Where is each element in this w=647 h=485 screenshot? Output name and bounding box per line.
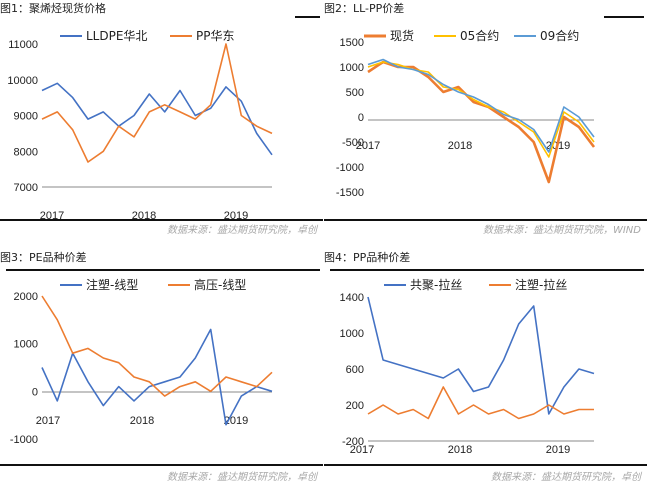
- bottom-rule-2: [324, 219, 647, 221]
- y-tick-label: 1000: [14, 339, 38, 351]
- x-tick-label: 2018: [130, 415, 154, 427]
- chart-title-3: 图3：PE品种价差: [0, 251, 87, 264]
- title-rule-1: [295, 16, 320, 18]
- series-line-2: [41, 43, 273, 163]
- x-tick-label: 2019: [546, 444, 570, 456]
- y-tick-label: -1000: [336, 162, 364, 174]
- title-rule-2: [604, 16, 644, 18]
- y-tick-label: 10000: [7, 75, 38, 87]
- y-tick-label: -200: [342, 436, 364, 448]
- series-line-3: [367, 58, 595, 153]
- x-tick-label: 2017: [350, 444, 374, 456]
- legend-label: 高压-线型: [194, 277, 246, 292]
- y-tick-label: 7000: [14, 182, 38, 194]
- y-tick-label: -1500: [336, 187, 364, 199]
- y-tick-label: -500: [342, 137, 364, 149]
- y-tick-label: 9000: [14, 111, 38, 123]
- source-note-1: 数据来源：盛达期货研究院，卓创: [167, 225, 317, 236]
- source-note-3: 数据来源：盛达期货研究院，卓创: [167, 472, 317, 483]
- y-tick-label: 2000: [14, 291, 38, 303]
- legend-label: 05合约: [460, 28, 499, 43]
- bottom-rule-3: [0, 464, 323, 466]
- series-line-1: [367, 296, 595, 415]
- y-tick-label: 11000: [8, 39, 38, 51]
- y-tick-label: 0: [32, 386, 38, 398]
- chart-4-svg: -200 200 600 1000 1400 2017 2018 2019 共聚-拉丝 注塑-拉丝: [340, 277, 595, 456]
- y-tick-label: 1000: [340, 328, 364, 340]
- title-rule-4: [330, 269, 644, 271]
- legend-label: 共聚-拉丝: [410, 277, 462, 292]
- bottom-rule-4: [324, 464, 647, 466]
- series-line-1: [41, 82, 273, 156]
- y-tick-label: 1000: [340, 62, 364, 74]
- legend-label: 注塑-线型: [86, 277, 138, 292]
- series-line-2: [41, 295, 273, 397]
- x-tick-label: 2017: [36, 415, 60, 427]
- legend-label: 注塑-拉丝: [515, 277, 567, 292]
- y-tick-label: -1000: [10, 434, 38, 446]
- series-line-2: [367, 61, 595, 158]
- y-tick-label: 0: [358, 112, 364, 124]
- legend-label: 09合约: [540, 28, 579, 43]
- chart-title-4: 图4：PP品种价差: [324, 251, 411, 264]
- source-note-4: 数据来源：盛达期货研究院，卓创: [491, 472, 641, 483]
- y-tick-label: 1500: [340, 37, 364, 49]
- series-line-2: [367, 386, 594, 420]
- panel-3: 图3：PE品种价差 -1000 0 1000 2000 2017 2018 2019 注塑-线…: [0, 249, 323, 485]
- chart-title-2: 图2：LL-PP价差: [324, 2, 405, 15]
- title-rule-3: [6, 269, 320, 271]
- legend-label: 现货: [390, 28, 414, 43]
- chart-title-1: 图1：聚烯烃现货价格: [0, 2, 106, 15]
- y-tick-label: 600: [346, 364, 364, 376]
- y-tick-label: 200: [346, 400, 364, 412]
- x-tick-label: 2017: [356, 140, 380, 152]
- x-tick-label: 2018: [448, 444, 472, 456]
- legend-label: PP华东: [196, 29, 234, 43]
- y-tick-label: 1400: [340, 292, 364, 304]
- source-note-2: 数据来源：盛达期货研究院，WIND: [482, 225, 641, 236]
- y-tick-label: 8000: [14, 146, 38, 158]
- panel-4: 图4：PP品种价差 -200 200 600 1000 1400 2017 2018 2019…: [324, 249, 647, 485]
- bottom-rule-1: [0, 219, 323, 221]
- x-tick-label: 2018: [448, 140, 472, 152]
- y-tick-label: 500: [346, 87, 364, 99]
- panel-1: 图1：聚烯烃现货价格 7000 8000 9000 10000 11000 2017 201…: [0, 0, 323, 242]
- legend-label: LLDPE华北: [86, 29, 147, 43]
- series-line-1: [41, 328, 273, 426]
- panel-2: 图2：LL-PP价差 -1500 -1000 -500 0 500 1000 1500 201…: [324, 0, 647, 242]
